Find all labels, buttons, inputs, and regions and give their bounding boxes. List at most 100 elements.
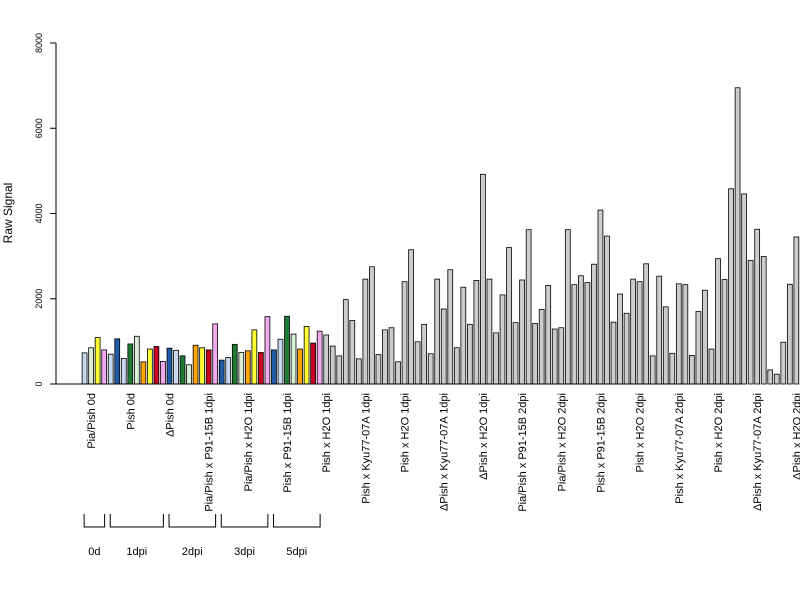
bar: [264, 316, 271, 385]
bar: [427, 353, 434, 385]
bar: [721, 279, 728, 385]
bar: [662, 306, 669, 385]
bar: [127, 343, 134, 385]
bar: [323, 334, 330, 385]
bar: [610, 321, 617, 385]
bar: [630, 278, 636, 385]
bar: [336, 355, 343, 385]
bar: [355, 358, 362, 385]
y-tick-label: 0: [34, 381, 44, 386]
bar: [480, 173, 486, 385]
bar: [564, 229, 571, 385]
bar: [147, 348, 153, 385]
bar: [493, 332, 499, 385]
bar: [734, 87, 741, 385]
bar: [786, 283, 793, 385]
bar: [545, 285, 552, 385]
bar: [453, 347, 460, 385]
bar: [290, 333, 297, 385]
bar: [153, 346, 160, 385]
bar: [316, 330, 323, 385]
bar: [199, 347, 205, 385]
bar: [773, 373, 780, 385]
bar: [349, 320, 356, 385]
bar: [81, 352, 88, 385]
bar: [107, 353, 114, 385]
bar: [747, 259, 754, 385]
bar: [675, 283, 682, 385]
bar: [669, 352, 676, 385]
bar: [578, 275, 584, 385]
bar: [205, 349, 212, 385]
x-tick-label: Pia/Pish x H2O 2dpi: [556, 393, 568, 491]
bar: [506, 247, 512, 385]
bar: [636, 281, 643, 385]
x-tick-label: Pish x Kyu77-07A 1dpi: [360, 393, 372, 504]
bar: [362, 278, 369, 385]
x-tick-label: Pia/Pish x P91-15B 1dpi: [204, 393, 216, 512]
x-tick-label: Pish x Kyu77-07A 2dpi: [674, 393, 686, 504]
x-tick-label: ΔPish x Kyu77-07A 1dpi: [439, 393, 451, 511]
bar: [251, 329, 258, 385]
y-tick-label: 4000: [34, 203, 44, 223]
bar: [277, 338, 284, 385]
bar: [408, 249, 414, 385]
x-tick-label: ΔPish 0d: [164, 393, 176, 437]
x-tick-label: Pia/Pish 0d: [86, 393, 98, 449]
group-label: 5dpi: [286, 546, 307, 558]
y-axis-label: Raw Signal: [1, 183, 15, 244]
y-tick-label: 6000: [34, 118, 44, 138]
bar: [94, 337, 101, 385]
bar: [571, 284, 578, 385]
group-label: 0d: [88, 546, 100, 558]
bar: [231, 343, 238, 385]
bar: [708, 348, 715, 385]
bar: [401, 281, 408, 385]
x-tick-labels: Pia/Pish 0d Pish 0d ΔPish 0d Pia/Pish x P91…: [86, 393, 800, 512]
bar: [133, 335, 140, 385]
bar: [617, 293, 623, 385]
group-label: 1dpi: [126, 546, 147, 558]
bar: [767, 369, 774, 385]
bar: [538, 309, 545, 385]
bar: [160, 361, 166, 385]
x-tick-label: Pish x H2O 2dpi: [713, 393, 725, 472]
bar: [499, 294, 506, 385]
bar: [754, 228, 761, 385]
y-axis: 0 2000 4000 6000 8000: [34, 33, 57, 387]
bar: [114, 338, 121, 385]
bar: [388, 327, 395, 385]
bar: [166, 347, 173, 385]
bar: [780, 341, 787, 385]
group-bracket: [168, 514, 217, 528]
x-tick-label: ΔPish x H2O 1dpi: [478, 393, 490, 480]
bar: [88, 347, 94, 385]
bar: [702, 289, 708, 385]
bar: [440, 308, 447, 385]
bar: [297, 348, 303, 385]
y-tick-label: 2000: [34, 289, 44, 309]
x-tick-label: Pish x H2O 1dpi: [400, 393, 412, 472]
bar: [551, 328, 558, 385]
group-bracket: [220, 514, 269, 528]
bar: [140, 361, 147, 385]
x-tick-label: Pish x H2O 1dpi: [321, 393, 333, 472]
bar: [695, 311, 702, 385]
bar: [558, 327, 565, 385]
bar: [179, 355, 186, 385]
bar: [395, 361, 401, 385]
bar: [760, 256, 767, 385]
bar: [584, 282, 591, 385]
bar: [212, 323, 219, 385]
group-label: 2dpi: [182, 546, 203, 558]
bar: [649, 355, 656, 385]
bar: [225, 357, 232, 385]
bar: [375, 354, 382, 385]
bar: [329, 345, 336, 385]
bar: [369, 266, 375, 385]
bar: [303, 326, 310, 385]
bar: [689, 355, 695, 385]
bar: [466, 323, 473, 385]
bar: [342, 299, 349, 385]
